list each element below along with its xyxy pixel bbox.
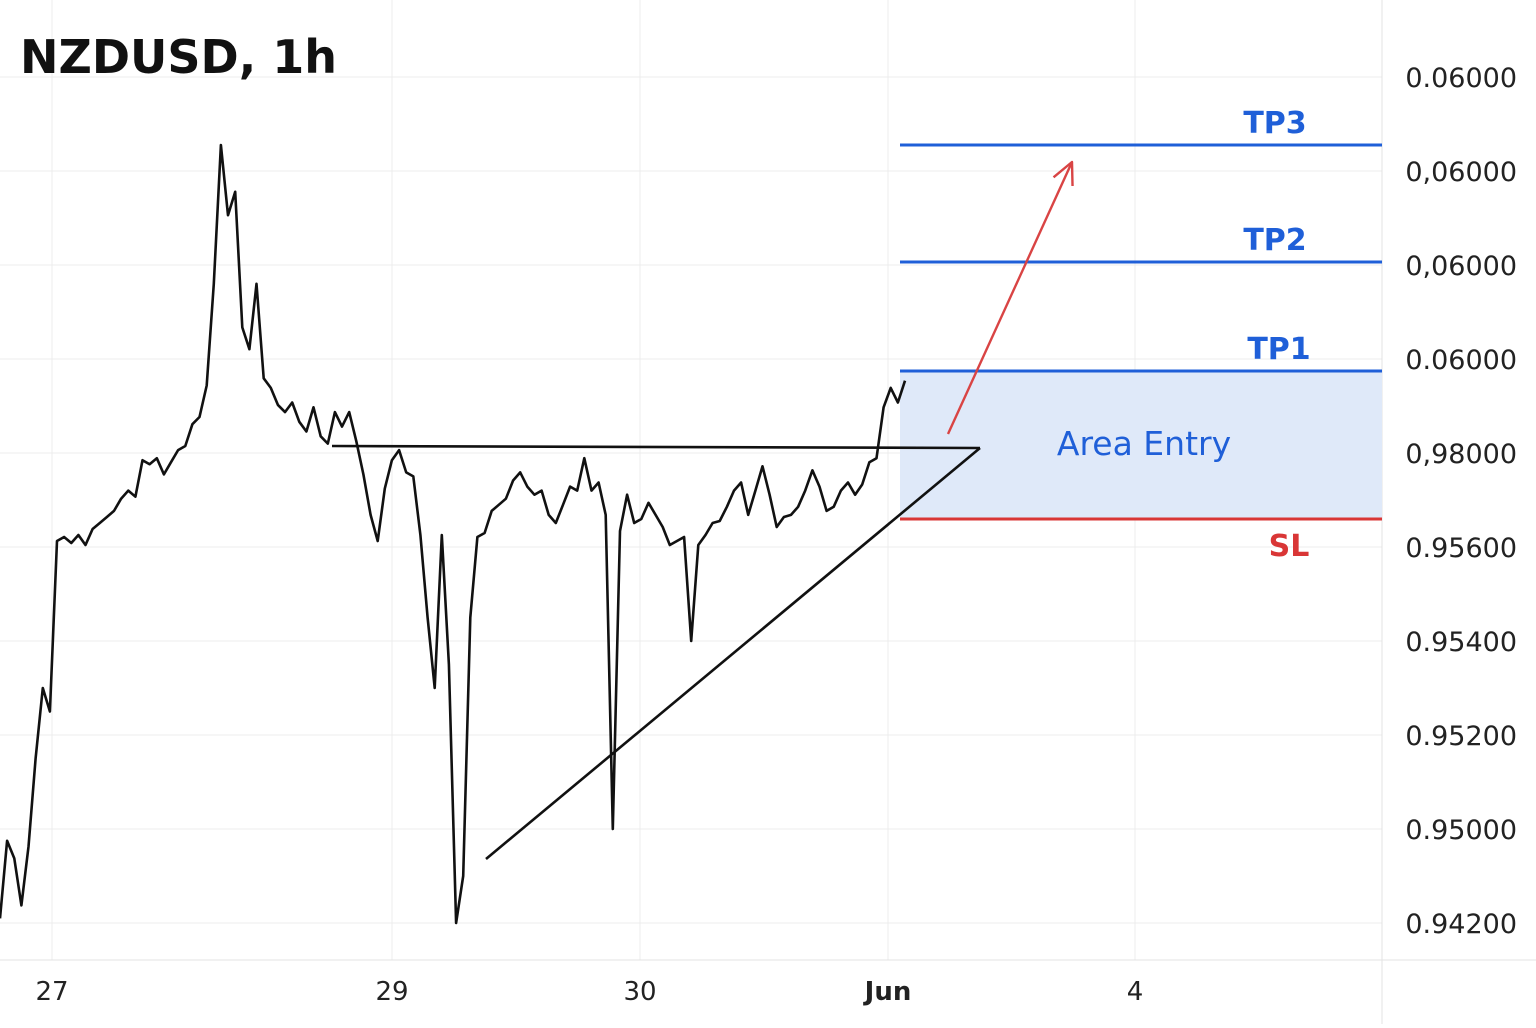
x-tick-label: Jun: [863, 977, 912, 1007]
price-layer: [0, 143, 907, 925]
entry-zone: [900, 371, 1382, 519]
chart-title: NZDUSD, 1h: [20, 30, 337, 84]
resistance-line: [331, 444, 981, 450]
x-tick-label: 4: [1127, 977, 1144, 1007]
projection-arrow-head: [1052, 160, 1074, 187]
y-tick-label: 0.06000: [1405, 345, 1517, 376]
price-line: [0, 143, 907, 925]
y-tick-label: 0.95200: [1405, 721, 1517, 752]
entry-zone-label: Area Entry: [1057, 424, 1231, 463]
x-axis: 27 29 30 Jun 4: [35, 977, 1143, 1007]
y-tick-label: 0.95400: [1405, 627, 1517, 658]
level-label-tp3: TP3: [1243, 106, 1306, 141]
y-tick-label: 0.95000: [1405, 815, 1517, 846]
ascending-trendline: [485, 447, 981, 860]
y-tick-label: 0,98000: [1405, 439, 1517, 470]
y-tick-label: 0,06000: [1405, 251, 1517, 282]
projection-arrow: [946, 161, 1074, 435]
level-label-tp2: TP2: [1243, 223, 1306, 258]
y-tick-label: 0,06000: [1405, 157, 1517, 188]
y-axis: 0.06000 0,06000 0,06000 0.06000 0,98000 0.956…: [1405, 63, 1517, 940]
x-tick-label: 29: [375, 977, 408, 1007]
y-tick-label: 0.95600: [1405, 533, 1517, 564]
x-tick-label: 27: [35, 977, 68, 1007]
entry-zone-layer: Area Entry: [900, 371, 1382, 519]
level-label-sl: SL: [1269, 529, 1310, 564]
level-label-tp1: TP1: [1247, 332, 1310, 367]
drawing-layer: [331, 160, 1074, 860]
y-tick-label: 0.94200: [1405, 909, 1517, 940]
x-tick-label: 30: [623, 977, 656, 1007]
levels-layer: TP3 TP2 TP1 SL: [900, 106, 1382, 564]
y-tick-label: 0.06000: [1405, 63, 1517, 94]
